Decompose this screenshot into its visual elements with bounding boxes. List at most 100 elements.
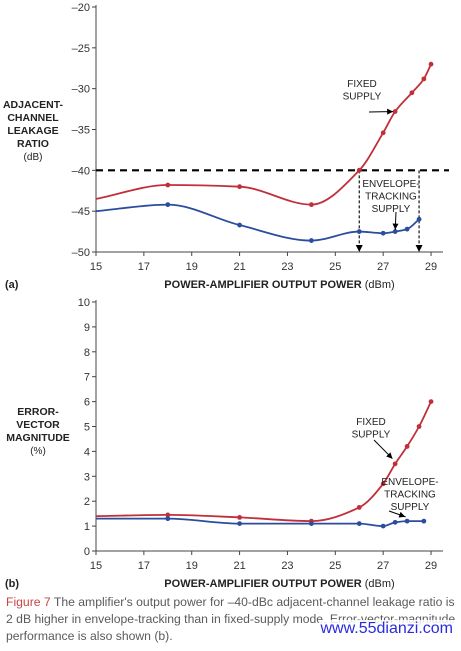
y-tick-label: –40 (72, 165, 90, 177)
annotation-pointer-arrow (392, 223, 399, 230)
data-point-envelope-tracking (392, 229, 398, 234)
y-axis-label-line: (%) (30, 446, 46, 457)
data-point-fixed-supply (416, 424, 422, 429)
y-tick-label: –25 (72, 43, 90, 55)
y-tick-label: –50 (72, 247, 90, 259)
data-point-fixed-supply (356, 505, 362, 510)
x-tick-label: 23 (281, 261, 293, 273)
y-axis-label-line: RATIO (17, 138, 49, 150)
x-tick-label: 29 (425, 261, 437, 273)
x-tick-label: 15 (90, 261, 102, 273)
data-point-fixed-supply (421, 76, 427, 82)
x-tick-label: 23 (281, 560, 293, 572)
panel-label: (a) (5, 279, 19, 291)
data-point-envelope-tracking (416, 216, 422, 222)
data-point-envelope-tracking (421, 518, 427, 524)
x-tick-label: 17 (138, 560, 150, 572)
x-axis-label-unit: (dBm) (365, 279, 395, 291)
data-point-fixed-supply (165, 512, 171, 518)
series-line-envelope-tracking (95, 203, 420, 242)
y-tick-label: 8 (84, 347, 90, 359)
y-axis-label-line: VECTOR (16, 419, 60, 431)
data-point-envelope-tracking (392, 519, 398, 525)
data-point-envelope-tracking (404, 518, 410, 524)
y-tick-label: 3 (84, 471, 90, 483)
data-point-fixed-supply (428, 399, 434, 404)
series-annotation-envelope-tracking: SUPPLY (372, 204, 411, 215)
y-axis-label-line: LEAKAGE (7, 125, 58, 137)
data-point-envelope-tracking (380, 523, 386, 529)
data-point-envelope-tracking (165, 202, 171, 208)
x-tick-label: 25 (329, 261, 341, 273)
data-point-fixed-supply (237, 514, 242, 520)
data-point-fixed-supply (380, 130, 386, 136)
x-tick-label: 17 (138, 261, 150, 273)
annotation-pointer-arrow (398, 511, 406, 518)
series-annotation-envelope-tracking: TRACKING (384, 490, 436, 501)
threshold-drop-arrow (355, 245, 363, 252)
data-point-fixed-supply (165, 182, 171, 188)
data-point-envelope-tracking (308, 521, 314, 527)
y-tick-label: 6 (84, 397, 90, 409)
x-tick-label: 21 (233, 261, 245, 273)
data-point-envelope-tracking (380, 230, 386, 236)
y-axis-label-line: CHANNEL (7, 112, 59, 124)
y-tick-label: 1 (84, 521, 90, 533)
data-point-envelope-tracking (308, 238, 314, 243)
annotation-pointer-arrow (387, 108, 394, 115)
annotation-pointer-arrow (386, 452, 393, 459)
x-tick-label: 27 (377, 560, 389, 572)
series-annotation-fixed-supply: FIXED (356, 417, 385, 428)
x-axis-label-unit: (dBm) (365, 578, 395, 590)
series-annotation-envelope-tracking: ENVELOPE- (381, 477, 438, 488)
x-tick-label: 25 (329, 560, 341, 572)
series-annotation-fixed-supply: SUPPLY (352, 430, 391, 441)
series-annotation-fixed-supply: SUPPLY (343, 92, 382, 103)
data-point-fixed-supply (428, 61, 434, 67)
data-point-envelope-tracking (237, 521, 242, 527)
data-point-envelope-tracking (356, 521, 362, 527)
y-tick-label: 5 (84, 422, 90, 434)
y-tick-label: 10 (78, 297, 90, 309)
y-tick-label: –30 (72, 84, 90, 96)
data-point-envelope-tracking (356, 229, 362, 234)
x-axis-label: POWER-AMPLIFIER OUTPUT POWER (dBm) (164, 578, 394, 590)
y-axis-label-line: (dB) (24, 152, 43, 163)
y-tick-label: –35 (72, 125, 90, 137)
x-tick-label: 19 (186, 261, 198, 273)
x-tick-label: 29 (425, 560, 437, 572)
x-tick-label: 19 (186, 560, 198, 572)
x-axis-label-text: POWER-AMPLIFIER OUTPUT POWER (164, 578, 364, 590)
y-tick-label: 7 (84, 372, 90, 384)
threshold-drop-arrow (415, 245, 423, 252)
x-tick-label: 21 (233, 560, 245, 572)
series-annotation-envelope-tracking: ENVELOPE- (362, 179, 419, 190)
y-tick-label: –45 (72, 206, 90, 218)
y-tick-label: 9 (84, 322, 90, 334)
series-line-fixed-supply (95, 401, 432, 523)
data-point-fixed-supply (380, 481, 386, 487)
y-axis-label-line: ERROR- (17, 406, 59, 418)
data-point-fixed-supply (409, 90, 415, 96)
caption-figure-label: Figure 7 (6, 595, 51, 609)
panel-label: (b) (5, 578, 19, 590)
data-point-envelope-tracking (237, 222, 242, 228)
data-point-fixed-supply (356, 167, 362, 173)
data-point-fixed-supply (404, 444, 410, 449)
x-tick-label: 15 (90, 560, 102, 572)
data-point-envelope-tracking (404, 226, 410, 232)
data-point-fixed-supply (392, 461, 398, 467)
y-axis-label-line: ADJACENT- (3, 99, 64, 111)
data-point-fixed-supply (308, 202, 314, 208)
series-annotation-envelope-tracking: TRACKING (365, 192, 417, 203)
data-point-fixed-supply (237, 184, 242, 190)
x-axis-label: POWER-AMPLIFIER OUTPUT POWER (dBm) (164, 279, 394, 291)
series-line-fixed-supply (95, 63, 432, 206)
data-point-fixed-supply (392, 109, 398, 114)
y-tick-label: 4 (84, 446, 90, 458)
x-tick-label: 27 (377, 261, 389, 273)
y-axis-label-line: MAGNITUDE (6, 432, 70, 444)
